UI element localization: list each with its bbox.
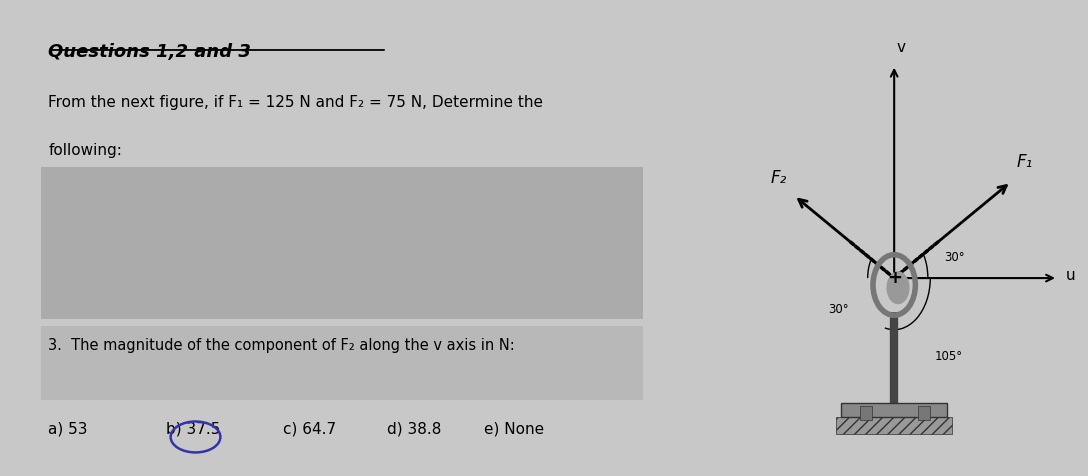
Text: 30°: 30°	[944, 251, 965, 264]
Text: v: v	[897, 40, 905, 55]
Text: +: +	[887, 269, 902, 287]
Text: Questions 1,2 and 3: Questions 1,2 and 3	[48, 43, 251, 61]
Bar	[41, 167, 643, 319]
Text: u: u	[1065, 268, 1075, 283]
Bar	[841, 403, 948, 417]
Text: following:: following:	[48, 143, 122, 158]
Circle shape	[887, 271, 910, 304]
Text: b) 37.5: b) 37.5	[165, 421, 220, 436]
Text: 30°: 30°	[828, 303, 849, 316]
Text: 105°: 105°	[935, 350, 963, 363]
Text: F₂: F₂	[770, 169, 787, 187]
Text: From the next figure, if F₁ = 125 N and F₂ = 75 N, Determine the: From the next figure, if F₁ = 125 N and …	[48, 95, 543, 110]
Text: c) 64.7: c) 64.7	[283, 421, 336, 436]
Text: a) 53: a) 53	[48, 421, 88, 436]
Bar	[861, 406, 871, 420]
Text: 3.  The magnitude of the component of F₂ along the v axis in N:: 3. The magnitude of the component of F₂ …	[48, 338, 515, 353]
Text: e) None: e) None	[483, 421, 544, 436]
Bar	[41, 326, 643, 400]
Bar	[837, 417, 952, 434]
Bar	[918, 406, 930, 420]
Text: F₁: F₁	[1016, 153, 1033, 171]
Text: d) 38.8: d) 38.8	[387, 421, 442, 436]
